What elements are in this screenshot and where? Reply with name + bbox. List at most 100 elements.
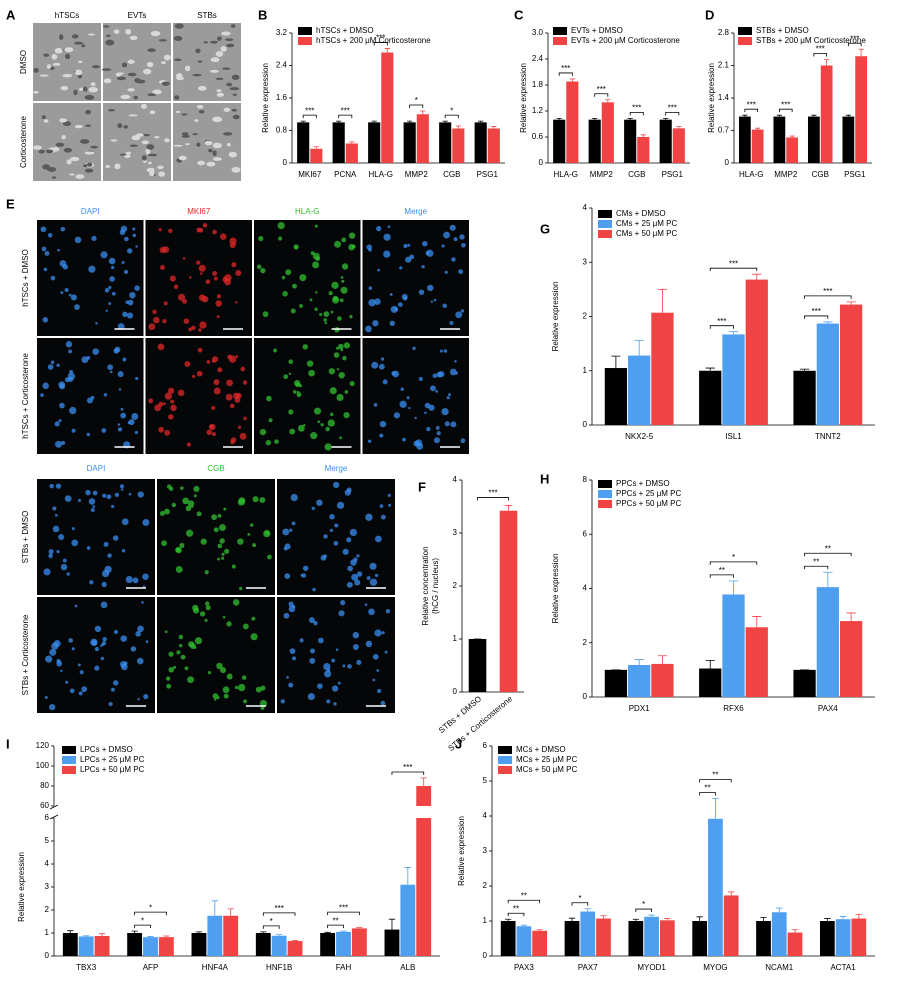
significance-label: *** [488,489,497,498]
nucleus [132,227,136,231]
nucleus [313,621,318,626]
nucleus [178,643,183,648]
nucleus [86,546,91,550]
nucleus [217,543,223,549]
nucleus [124,236,129,242]
cell [229,87,240,91]
nucleus [314,224,318,228]
nucleus [331,658,336,663]
nucleus [344,390,349,394]
nucleus [369,578,378,586]
nucleus [95,321,98,325]
nucleus [204,618,208,622]
cell [103,78,112,84]
cell [51,146,60,152]
nucleus [166,484,172,489]
nucleus [55,440,62,448]
error-bar [211,900,219,916]
nucleus [117,423,121,426]
nucleus [117,371,124,378]
error-bar [605,99,611,103]
nucleus [296,392,302,398]
nucleus [135,631,141,637]
y-tick-label: 4 [583,203,588,212]
legend-label: LPCs + DMSO [80,745,133,754]
significance-label: *** [668,103,677,112]
nucleus [142,519,150,526]
nucleus [237,498,245,506]
error-bar [858,48,864,57]
nucleus [188,327,192,332]
cell [127,88,135,92]
legend-swatch [598,210,612,218]
legend-label: LPCs + 50 μM PC [80,765,145,774]
x-tick-label: PAX3 [514,963,534,972]
row-label: hTSCs + DMSO [21,249,30,307]
bar [474,122,487,163]
nucleus [312,252,320,260]
bar [842,116,855,163]
nucleus [159,246,167,254]
nucleus [330,310,334,314]
y-tick-label: 4 [453,475,458,484]
x-tick-label: TBX3 [76,963,97,972]
nucleus [184,361,191,368]
x-tick-label: FAH [336,963,352,972]
bar [400,884,416,956]
y-tick-label: 1 [45,928,50,937]
error-bar [823,321,833,324]
cell [84,94,95,101]
nucleus [283,374,289,380]
cell [75,174,85,179]
legend-swatch [298,27,312,35]
significance-bracket [327,924,344,929]
y-tick-label: 120 [36,741,50,750]
nucleus [366,576,371,580]
cell [71,34,79,39]
nucleus [130,646,137,652]
panel-letter: I [6,736,10,751]
nucleus [209,423,216,431]
nucleus [235,301,238,304]
bar [738,116,751,163]
y-tick-label: 0 [583,420,588,429]
nucleus [101,641,107,646]
nucleus [288,409,294,415]
bar [722,594,745,697]
nucleus [231,564,236,569]
x-tick-label: PSG1 [662,170,684,179]
legend-label: LPCs + 25 μM PC [80,755,145,764]
significance-label: ** [521,891,527,900]
nucleus [145,640,149,644]
nucleus [108,257,116,265]
bar [345,143,358,163]
nucleus [212,356,219,363]
legend-swatch [598,490,612,498]
significance-label: ** [813,557,819,566]
significance-label: *** [717,317,726,326]
y-tick-label: 2 [453,581,458,590]
nucleus [179,542,185,549]
cell [55,142,65,147]
error-bar [407,120,413,123]
nucleus [299,304,303,308]
error-bar [696,916,703,921]
cell [212,150,217,157]
nucleus [314,307,318,311]
nucleus [237,538,244,545]
row-label: Corticosterone [19,115,28,168]
cell [105,165,111,169]
nucleus [403,243,408,249]
cell [110,139,118,142]
cell [196,142,201,147]
error-bar [505,918,512,921]
nucleus [289,648,296,654]
cell [69,173,75,176]
bar [604,669,628,697]
y-tick-label: 100 [36,761,50,770]
nucleus [313,407,322,415]
error-bar [147,936,154,938]
nucleus [239,432,247,440]
nucleus [221,556,225,560]
nucleus [241,675,247,680]
